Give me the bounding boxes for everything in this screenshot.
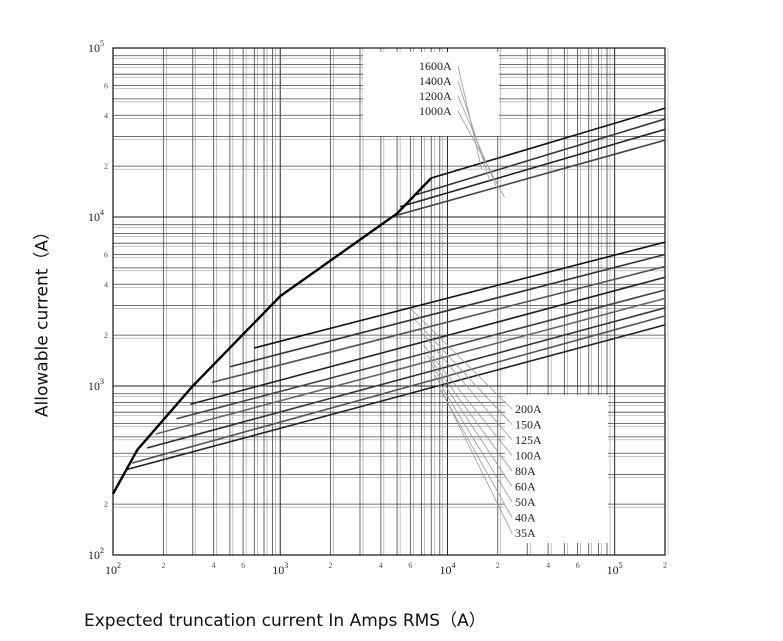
series-line (211, 265, 666, 384)
y-minor-tick-label: 2 (104, 500, 108, 509)
legend-box-high (363, 52, 499, 136)
x-major-tick-label: 103 (272, 561, 288, 577)
y-axis-label: Allowable current（A） (32, 222, 53, 418)
leader-line (419, 329, 513, 441)
leader-line (423, 345, 513, 456)
x-major-tick-label: 104 (439, 561, 455, 577)
series-line (176, 289, 666, 420)
series-line (229, 253, 666, 368)
x-minor-tick-label: 4 (546, 561, 550, 570)
envelope-line (111, 177, 433, 495)
series-label: 1000A (419, 104, 452, 118)
series-line (399, 128, 666, 208)
y-major-tick-label: 105 (88, 39, 104, 55)
leader-line (427, 355, 513, 472)
series-line (254, 241, 666, 349)
leader-group (410, 65, 513, 534)
leader-line (441, 389, 513, 534)
y-major-tick-label: 103 (88, 377, 104, 393)
series-label: 80A (515, 464, 536, 478)
leader-line (434, 375, 513, 503)
series-label: 1200A (419, 89, 452, 103)
x-minor-tick-label: 6 (241, 561, 245, 570)
series-label: 150A (515, 418, 542, 432)
y-minor-tick-label: 6 (104, 81, 108, 90)
x-major-tick-label: 102 (105, 561, 121, 577)
series-label: 125A (515, 433, 542, 447)
y-minor-tick-label: 2 (104, 331, 108, 340)
x-minor-tick-label: 2 (496, 561, 500, 570)
y-minor-tick-label: 4 (104, 111, 108, 120)
x-minor-tick-label: 6 (576, 561, 580, 570)
series-line (131, 315, 666, 464)
series-label: 50A (515, 495, 536, 509)
series-label: 40A (515, 511, 536, 525)
y-minor-tick-label: 4 (104, 280, 108, 289)
series-label: 35A (515, 526, 536, 540)
x-axis-label: Expected truncation current In Amps RMS（… (84, 611, 486, 631)
leader-line (457, 110, 506, 198)
x-minor-tick-label: 6 (408, 561, 412, 570)
x-minor-tick-label: 4 (379, 561, 383, 570)
tick-label-group: 102 103 104 105 102 103 104 105 2 4 6 2 4 6 2 4 6 2 2 2 4 6 2 4… (88, 39, 667, 577)
series-line (126, 324, 666, 471)
x-major-tick-label: 105 (607, 561, 623, 577)
x-minor-tick-label: 2 (329, 561, 333, 570)
leader-line (414, 319, 513, 425)
x-minor-tick-label: 4 (212, 561, 216, 570)
y-minor-tick-label: 6 (104, 250, 108, 259)
series-label: 60A (515, 480, 536, 494)
y-major-tick-label: 102 (88, 546, 104, 562)
leader-line (457, 95, 499, 191)
y-major-tick-label: 104 (88, 208, 104, 224)
legend-box-low (505, 395, 608, 543)
series-group (111, 107, 666, 495)
series-line (395, 139, 666, 217)
x-minor-tick-label: 2 (161, 561, 165, 570)
series-line (155, 297, 666, 435)
plot-frame (112, 47, 666, 556)
series-label: 200A (515, 402, 542, 416)
leader-line (410, 308, 513, 410)
series-line (414, 118, 666, 196)
series-line (146, 307, 666, 449)
leader-line (430, 364, 513, 487)
series-label: 1600A (419, 59, 452, 73)
y-minor-tick-label: 2 (104, 162, 108, 171)
series-label: 1400A (419, 74, 452, 88)
leader-line (457, 80, 491, 183)
series-line (431, 107, 666, 179)
x-minor-tick-label: 2 (663, 561, 667, 570)
series-line (190, 276, 666, 406)
series-label: 100A (515, 449, 542, 463)
